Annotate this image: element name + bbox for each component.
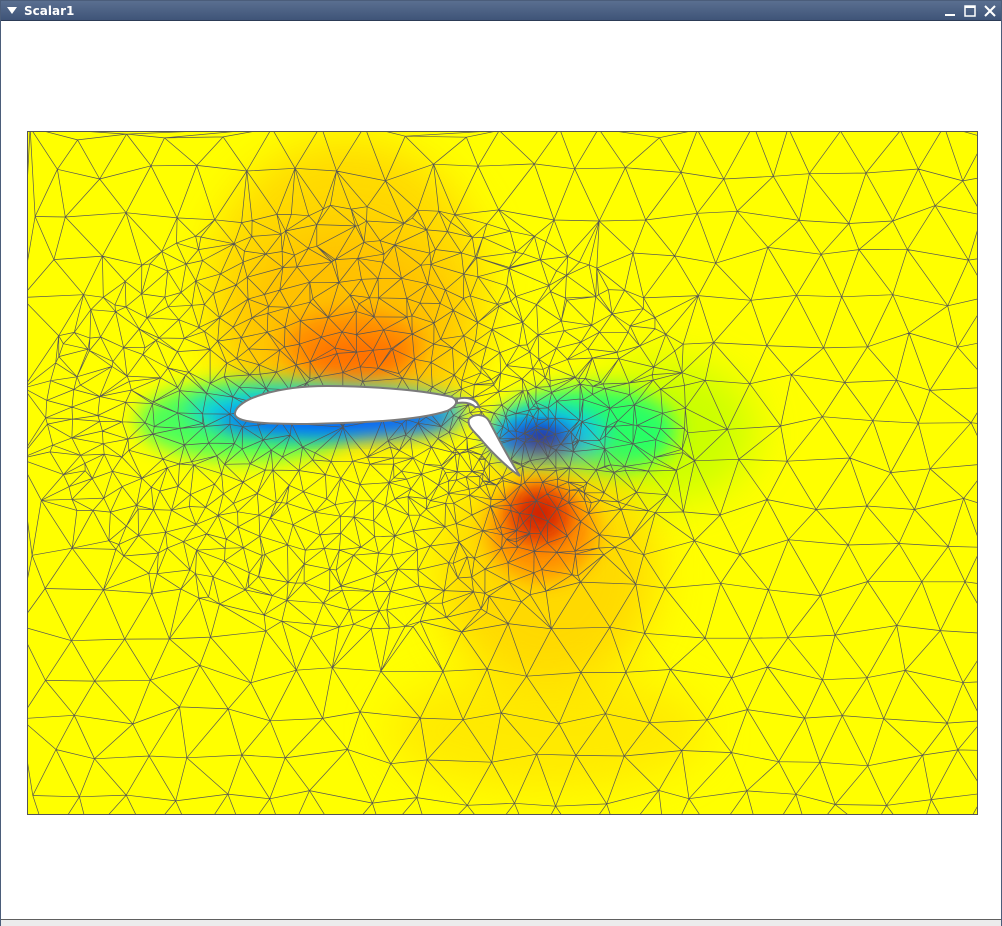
maximize-icon[interactable] <box>962 3 978 19</box>
mesh-grid <box>27 131 978 815</box>
window-title: Scalar1 <box>24 4 75 18</box>
plot-border <box>27 131 978 815</box>
scalar-field-plot[interactable] <box>27 131 978 815</box>
airfoil-flap-element <box>467 414 521 477</box>
airfoil-slat-element <box>456 396 481 408</box>
minimize-icon[interactable] <box>942 3 958 19</box>
title-bar[interactable]: Scalar1 <box>1 1 1001 21</box>
status-bar <box>1 919 1001 926</box>
triangle-down-icon[interactable] <box>7 7 17 14</box>
render-canvas[interactable] <box>1 21 1001 919</box>
close-icon[interactable] <box>982 3 998 19</box>
mesh-edges <box>27 131 978 815</box>
